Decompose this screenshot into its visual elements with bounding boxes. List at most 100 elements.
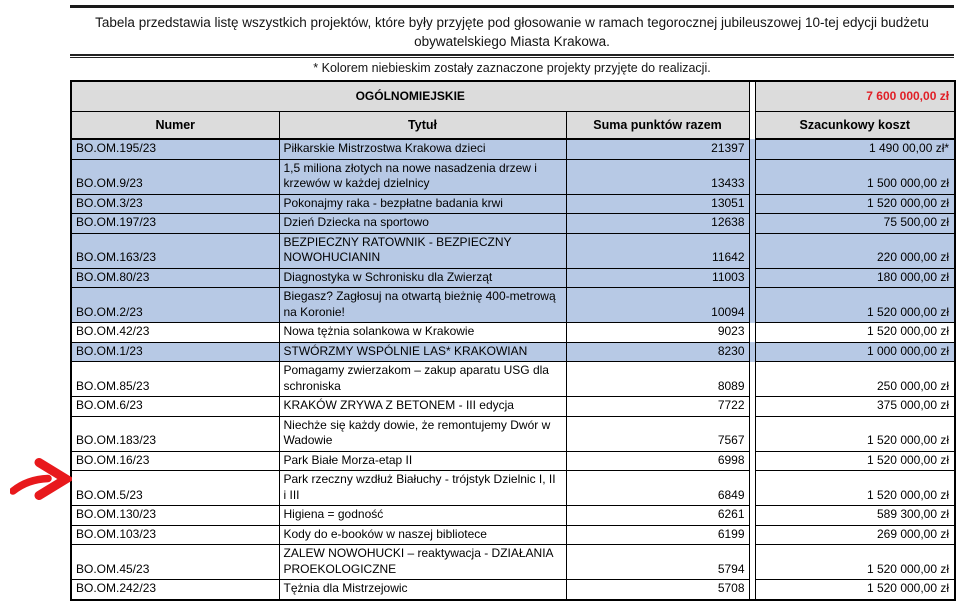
projects-table: OGÓLNOMIEJSKIE 7 600 000,00 zł Numer Tyt…: [70, 80, 957, 601]
project-title-cell: 1,5 miliona złotych na nowe nasadzenia d…: [278, 158, 567, 195]
project-title-cell: ZALEW NOWOHUCKI – reaktywacja - DZIAŁANI…: [278, 544, 567, 580]
project-number-cell: BO.OM.130/23: [70, 505, 280, 526]
project-cost-cell: 1 520 000,00 zł: [754, 470, 956, 506]
project-title-cell: Tężnia dla Mistrzejowic: [278, 579, 567, 600]
project-number-cell: BO.OM.9/23: [70, 158, 280, 195]
project-number-cell: BO.OM.195/23: [70, 138, 280, 160]
project-cost-cell: 75 500,00 zł: [754, 213, 956, 234]
project-cost-cell: 1 520 000,00 zł: [754, 322, 956, 343]
separator-rule: [70, 54, 954, 58]
budget-total: 7 600 000,00 zł: [754, 80, 956, 112]
project-cost-cell: 1 500 000,00 zł: [754, 158, 956, 195]
project-row: BO.OM.85/23 Pomagamy zwierzakom – zakup …: [70, 361, 956, 397]
project-points-cell: 12638: [565, 213, 750, 234]
project-title-cell: Piłkarskie Mistrzostwa Krakowa dzieci: [278, 138, 567, 160]
table-body: BO.OM.195/23 Piłkarskie Mistrzostwa Krak…: [70, 138, 956, 600]
project-row: BO.OM.9/23 1,5 miliona złotych na nowe n…: [70, 158, 956, 195]
project-number-cell: BO.OM.2/23: [70, 287, 280, 323]
project-title-cell: Kody do e-booków w naszej bibliotece: [278, 524, 567, 545]
project-cost-cell: 1 520 000,00 zł: [754, 287, 956, 323]
project-number-cell: BO.OM.103/23: [70, 524, 280, 545]
project-cost-cell: 1 520 000,00 zł: [754, 544, 956, 580]
project-row: BO.OM.3/23 Pokonajmy raka - bezpłatne ba…: [70, 193, 956, 214]
column-header-numer: Numer: [70, 110, 280, 140]
project-number-cell: BO.OM.6/23: [70, 396, 280, 417]
project-points-cell: 6199: [565, 524, 750, 545]
project-cost-cell: 1 520 000,00 zł: [754, 415, 956, 452]
project-points-cell: 9023: [565, 322, 750, 343]
project-cost-cell: 375 000,00 zł: [754, 396, 956, 417]
project-number-cell: BO.OM.5/23: [70, 470, 280, 506]
project-points-cell: 6261: [565, 505, 750, 526]
project-row: BO.OM.80/23 Diagnostyka w Schronisku dla…: [70, 267, 956, 288]
project-title-cell: KRAKÓW ZRYWA Z BETONEM - III edycja: [278, 396, 567, 417]
project-title-cell: Nowa tężnia solankowa w Krakowie: [278, 322, 567, 343]
project-points-cell: 7567: [565, 415, 750, 452]
project-title-cell: Park Białe Morza-etap II: [278, 450, 567, 471]
project-number-cell: BO.OM.3/23: [70, 193, 280, 214]
project-row: BO.OM.163/23 BEZPIECZNY RATOWNIK - BEZPI…: [70, 232, 956, 269]
red-arrow-icon: [10, 458, 72, 500]
project-row: BO.OM.42/23 Nowa tężnia solankowa w Krak…: [70, 322, 956, 343]
project-title-cell: Pomagamy zwierzakom – zakup aparatu USG …: [278, 361, 567, 397]
project-title-cell: Dzień Dziecka na sportowo: [278, 213, 567, 234]
project-row: BO.OM.45/23 ZALEW NOWOHUCKI – reaktywacj…: [70, 544, 956, 580]
project-number-cell: BO.OM.163/23: [70, 232, 280, 269]
project-title-cell: Higiena = godność: [278, 505, 567, 526]
project-row: BO.OM.2/23 Biegasz? Zagłosuj na otwartą …: [70, 287, 956, 323]
project-number-cell: BO.OM.197/23: [70, 213, 280, 234]
top-rule: [70, 5, 954, 8]
group-header-row: OGÓLNOMIEJSKIE 7 600 000,00 zł: [70, 80, 956, 112]
project-title-cell: STWÓRZMY WSPÓLNIE LAS* KRAKOWIAN: [278, 341, 567, 362]
group-title: OGÓLNOMIEJSKIE: [70, 80, 750, 112]
project-row: BO.OM.195/23 Piłkarskie Mistrzostwa Krak…: [70, 138, 956, 160]
project-points-cell: 6998: [565, 450, 750, 471]
project-number-cell: BO.OM.1/23: [70, 341, 280, 362]
project-cost-cell: 589 300,00 zł: [754, 505, 956, 526]
project-title-cell: Pokonajmy raka - bezpłatne badania krwi: [278, 193, 567, 214]
project-row: BO.OM.130/23 Higiena = godność 6261 589 …: [70, 505, 956, 526]
project-row: BO.OM.5/23 Park rzeczny wzdłuż Białuchy …: [70, 470, 956, 506]
project-cost-cell: 1 520 000,00 zł: [754, 450, 956, 471]
project-row: BO.OM.242/23 Tężnia dla Mistrzejowic 570…: [70, 579, 956, 600]
project-number-cell: BO.OM.242/23: [70, 579, 280, 600]
project-points-cell: 8089: [565, 361, 750, 397]
project-points-cell: 13051: [565, 193, 750, 214]
project-title-cell: BEZPIECZNY RATOWNIK - BEZPIECZNY NOWOHUC…: [278, 232, 567, 269]
project-points-cell: 11003: [565, 267, 750, 288]
project-points-cell: 6849: [565, 470, 750, 506]
project-number-cell: BO.OM.16/23: [70, 450, 280, 471]
project-cost-cell: 1 490 00,00 zł*: [754, 138, 956, 160]
project-points-cell: 13433: [565, 158, 750, 195]
project-points-cell: 5794: [565, 544, 750, 580]
legend-note: * Kolorem niebieskim zostały zaznaczone …: [313, 61, 711, 75]
project-title-cell: Diagnostyka w Schronisku dla Zwierząt: [278, 267, 567, 288]
project-cost-cell: 1 000 000,00 zł: [754, 341, 956, 362]
project-number-cell: BO.OM.80/23: [70, 267, 280, 288]
project-title-cell: Biegasz? Zagłosuj na otwartą bieżnię 400…: [278, 287, 567, 323]
project-cost-cell: 1 520 000,00 zł: [754, 193, 956, 214]
project-number-cell: BO.OM.183/23: [70, 415, 280, 452]
project-points-cell: 10094: [565, 287, 750, 323]
project-row: BO.OM.1/23 STWÓRZMY WSPÓLNIE LAS* KRAKOW…: [70, 341, 956, 362]
project-points-cell: 8230: [565, 341, 750, 362]
project-cost-cell: 180 000,00 zł: [754, 267, 956, 288]
project-points-cell: 7722: [565, 396, 750, 417]
project-row: BO.OM.6/23 KRAKÓW ZRYWA Z BETONEM - III …: [70, 396, 956, 417]
project-cost-cell: 250 000,00 zł: [754, 361, 956, 397]
project-row: BO.OM.16/23 Park Białe Morza-etap II 699…: [70, 450, 956, 471]
project-cost-cell: 1 520 000,00 zł: [754, 579, 956, 600]
project-number-cell: BO.OM.45/23: [70, 544, 280, 580]
table-head: OGÓLNOMIEJSKIE 7 600 000,00 zł Numer Tyt…: [70, 80, 956, 140]
column-header-row: Numer Tytuł Suma punktów razem Szacunkow…: [70, 110, 956, 140]
column-header-tytul: Tytuł: [278, 110, 567, 140]
table-description: Tabela przedstawia listę wszystkich proj…: [95, 15, 929, 49]
project-number-cell: BO.OM.42/23: [70, 322, 280, 343]
project-row: BO.OM.183/23 Niechże się każdy dowie, że…: [70, 415, 956, 452]
document: Tabela przedstawia listę wszystkich proj…: [70, 5, 957, 601]
project-cost-cell: 269 000,00 zł: [754, 524, 956, 545]
column-header-punkty: Suma punktów razem: [565, 110, 750, 140]
column-header-koszt: Szacunkowy koszt: [754, 110, 956, 140]
project-points-cell: 11642: [565, 232, 750, 269]
project-points-cell: 21397: [565, 138, 750, 160]
